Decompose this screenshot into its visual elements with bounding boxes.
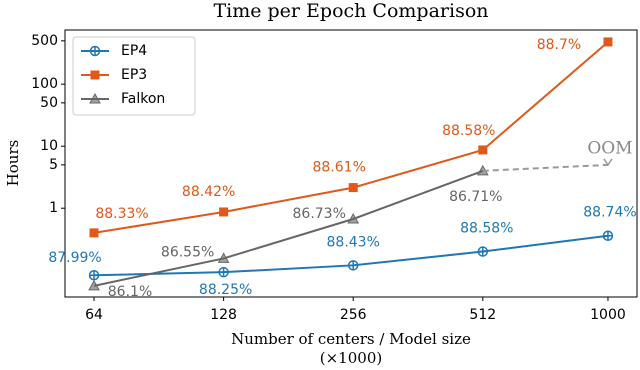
y-tick-label: 100 xyxy=(31,76,58,92)
marker xyxy=(478,145,488,155)
accuracy-label: 88.7% xyxy=(537,37,581,53)
series-line xyxy=(93,169,484,287)
marker xyxy=(90,70,100,80)
accuracy-label: 88.33% xyxy=(95,206,148,222)
accuracy-label: 88.58% xyxy=(442,123,495,139)
legend-label: Falkon xyxy=(121,91,165,107)
marker xyxy=(477,246,489,257)
accuracy-label: 86.1% xyxy=(108,284,152,300)
legend-label: EP4 xyxy=(121,43,147,59)
marker xyxy=(217,252,230,263)
accuracy-label: 86.71% xyxy=(449,189,502,205)
legend-label: EP3 xyxy=(121,67,147,83)
oom-label: OOM xyxy=(587,138,632,158)
marker xyxy=(219,207,229,217)
marker xyxy=(89,45,101,57)
y-tick-label: 1 xyxy=(49,200,58,216)
marker xyxy=(602,230,614,241)
accuracy-label: 88.61% xyxy=(313,160,366,176)
accuracy-label: 87.99% xyxy=(48,250,101,266)
marker xyxy=(218,266,229,278)
marker xyxy=(603,37,613,47)
accuracy-label: 88.25% xyxy=(199,282,252,298)
marker xyxy=(88,279,100,291)
marker xyxy=(347,212,360,224)
chart-title: Time per Epoch Comparison xyxy=(213,0,488,22)
x-tick-label: 64 xyxy=(85,307,103,323)
accuracy-label: 86.55% xyxy=(161,244,214,260)
marker xyxy=(347,260,359,271)
y-tick-label: 50 xyxy=(40,95,58,111)
y-tick-label: 10 xyxy=(40,138,58,154)
marker xyxy=(348,183,358,193)
x-tick-label: 256 xyxy=(340,307,367,323)
x-axis-label: Number of centers / Model size xyxy=(231,330,471,348)
x-tick-label: 128 xyxy=(210,307,237,323)
accuracy-label: 88.42% xyxy=(182,184,235,200)
plot-frame xyxy=(64,29,638,298)
x-tick-label: 1000 xyxy=(590,307,626,323)
legend-box xyxy=(72,36,196,116)
y-axis-label: Hours xyxy=(4,140,22,187)
oom-line xyxy=(482,163,609,172)
accuracy-label: 88.58% xyxy=(460,221,513,237)
accuracy-label: 88.43% xyxy=(327,234,380,250)
accuracy-label: 86.73% xyxy=(293,206,346,222)
y-tick-label: 500 xyxy=(31,33,58,49)
y-tick-label: 5 xyxy=(49,157,58,173)
accuracy-label: 88.74% xyxy=(583,205,636,221)
x-axis-note: (×1000) xyxy=(320,349,382,367)
oom-marker xyxy=(603,158,613,167)
marker xyxy=(89,92,101,104)
marker xyxy=(88,270,100,281)
x-tick-label: 512 xyxy=(469,307,496,323)
marker xyxy=(89,228,99,238)
